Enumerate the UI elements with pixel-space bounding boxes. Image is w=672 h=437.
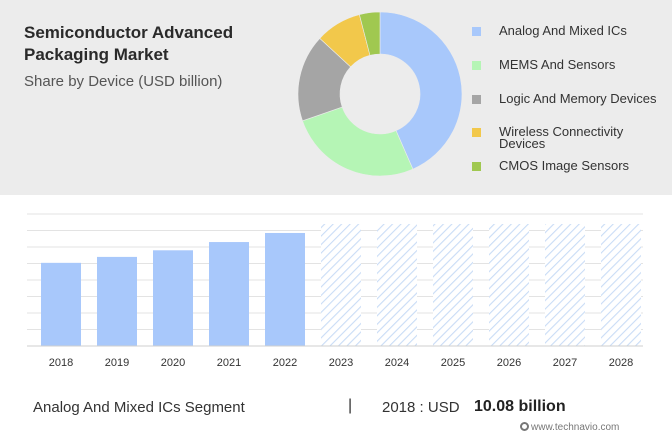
legend-swatch (472, 27, 481, 36)
bar-2018 (41, 262, 81, 346)
footer: Analog And Mixed ICs Segment | 2018 : US… (0, 380, 672, 437)
x-tick-label: 2024 (385, 357, 409, 369)
donut-slice-1 (302, 106, 414, 177)
legend-swatch (472, 128, 481, 137)
forecast-bar-2028 (601, 224, 641, 346)
footer-segment-label: Analog And Mixed ICs Segment (33, 399, 245, 416)
forecast-bar-2023 (321, 224, 361, 346)
bar-2020 (153, 250, 193, 346)
forecast-bar-2026 (489, 224, 529, 346)
donut-hole (340, 54, 420, 134)
legend-label: MEMS And Sensors (499, 57, 616, 72)
x-tick-label: 2019 (105, 357, 129, 369)
brand-logo-text: www.technavio.com (531, 422, 620, 433)
x-tick-label: 2025 (441, 357, 465, 369)
legend-swatch (472, 95, 481, 104)
forecast-bar-2024 (377, 224, 417, 346)
footer-year-label: 2018 : USD (382, 399, 460, 416)
donut-slice-4 (359, 11, 381, 56)
forecast-bar-2025 (433, 224, 473, 346)
x-tick-label: 2018 (49, 357, 73, 369)
bar-chart: 2018 2019 2020 2021 2022 2023 2024 2025 2026 2027… (27, 213, 643, 369)
legend-label: Analog And Mixed ICs (499, 23, 627, 38)
donut-chart (297, 11, 463, 177)
chart-subtitle: Share by Device (USD billion) (24, 73, 223, 90)
x-tick-label: 2027 (553, 357, 577, 369)
legend-label: Logic And Memory Devices (499, 91, 657, 106)
x-tick-label: 2020 (161, 357, 185, 369)
legend-swatch (472, 162, 481, 171)
donut-slice-0 (379, 11, 463, 170)
brand-mark-icon (520, 422, 529, 431)
forecast-bar-2027 (545, 224, 585, 346)
chart-title: Semiconductor Advanced Packaging Market (24, 23, 234, 64)
legend-label: CMOS Image Sensors (499, 158, 630, 173)
legend-label: Wireless Connectivity Devices (499, 124, 624, 151)
footer-value: 10.08 billion (474, 398, 566, 415)
x-tick-label: 2021 (217, 357, 241, 369)
x-tick-label: 2022 (273, 357, 297, 369)
x-tick-label: 2026 (497, 357, 521, 369)
footer-divider: | (348, 397, 353, 414)
summary-panel: Semiconductor Advanced Packaging Market … (0, 0, 672, 195)
bar-2021 (209, 242, 249, 346)
bar-2019 (97, 256, 137, 346)
x-tick-label: 2023 (329, 357, 353, 369)
x-tick-label: 2028 (609, 357, 633, 369)
bar-2022 (265, 232, 305, 346)
brand-logo: www.technavio.com (520, 422, 619, 433)
legend-swatch (472, 61, 481, 70)
